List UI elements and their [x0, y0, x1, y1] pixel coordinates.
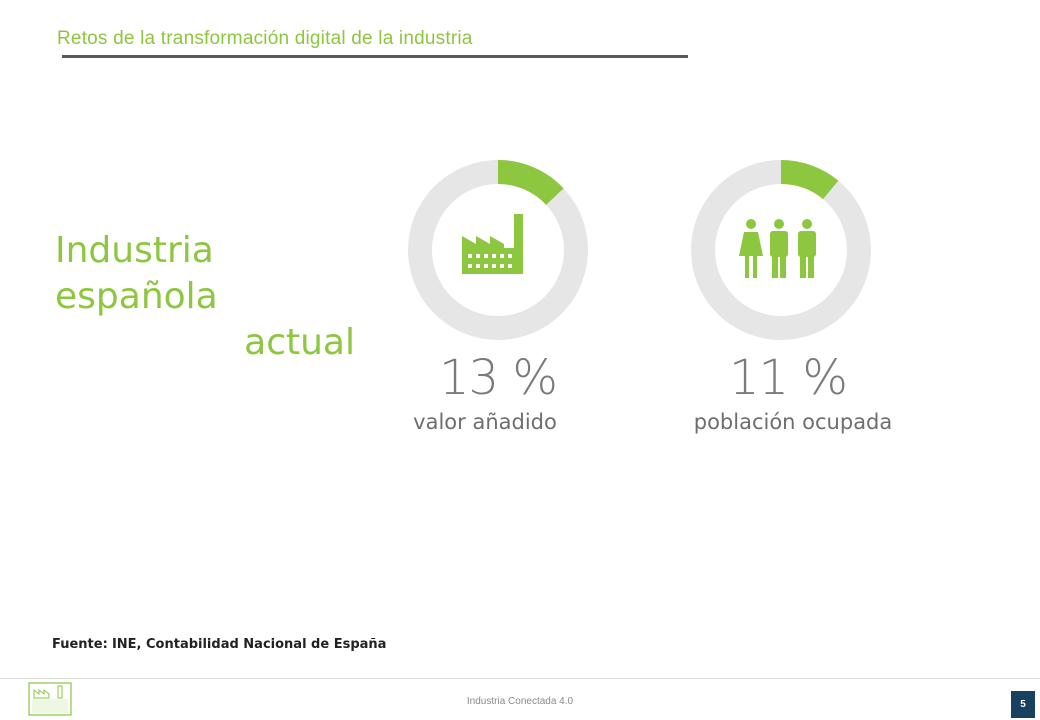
- headline: Industria española actual: [55, 228, 355, 366]
- label-valor-anadido: valor añadido: [413, 410, 557, 434]
- footer-text: Industria Conectada 4.0: [466, 696, 574, 707]
- headline-line-1: Industria española: [55, 230, 218, 317]
- headline-line-2: actual: [244, 322, 355, 363]
- source-text: INE, Contabilidad Nacional de España: [111, 637, 387, 652]
- factory-icon: [462, 214, 523, 274]
- industria-conectada-logo: [28, 682, 72, 716]
- percent-valor-anadido: 13 %: [439, 350, 558, 406]
- donut-segment-valor-anadido: [498, 160, 564, 205]
- slide-title: Retos de la transformación digital de la…: [57, 28, 473, 49]
- footer-rule: [0, 678, 1040, 679]
- page-number-badge: 5: [1011, 691, 1035, 718]
- source-note: Fuente: INE, Contabilidad Nacional de Es…: [52, 637, 386, 652]
- people-icon: [739, 219, 816, 278]
- percent-poblacion-ocupada: 11 %: [729, 350, 848, 406]
- title-rule: [62, 55, 688, 58]
- source-label: Fuente:: [52, 637, 108, 652]
- donut-segment-poblacion-ocupada: [781, 160, 839, 200]
- donut-chart-valor-anadido: [408, 160, 588, 340]
- label-poblacion-ocupada: población ocupada: [693, 410, 893, 434]
- donut-chart-poblacion-ocupada: [691, 160, 871, 340]
